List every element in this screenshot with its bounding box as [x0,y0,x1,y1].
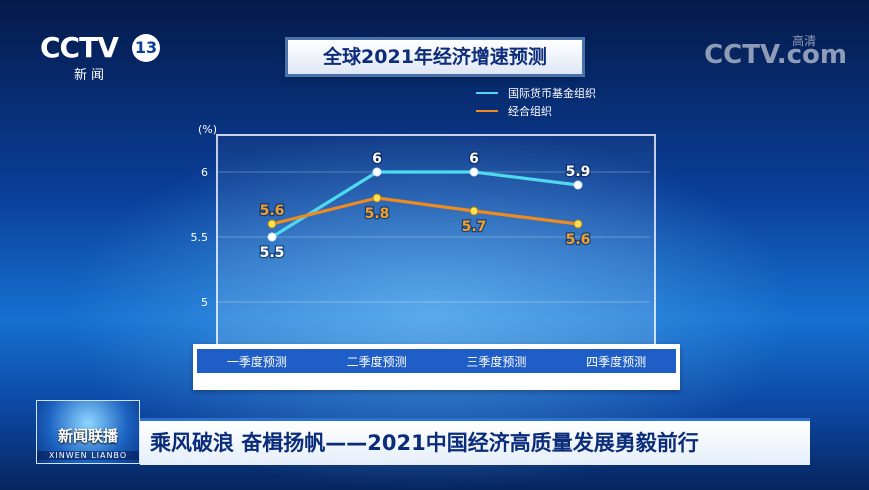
data-label: 5.7 [462,219,487,235]
data-label: 5.9 [566,164,591,180]
legend-label: 国际货币基金组织 [508,87,596,100]
chart-legend: 国际货币基金组织 经合组织 [476,84,596,120]
series-line-0 [271,170,579,239]
x-tick-label: 一季度预测 [226,354,287,369]
legend-swatch [476,92,498,94]
hd-badge: 高清 [792,34,817,48]
data-point [372,167,382,177]
logo-number: 13 [132,34,160,62]
legend-item-imf: 国际货币基金组织 [476,84,596,102]
data-label: 6 [469,151,479,167]
program-name: 新闻联播 [57,427,118,445]
logo-subtitle: 新闻 [74,68,109,83]
x-axis-band: 一季度预测 二季度预测 三季度预测 四季度预测 [193,344,680,390]
data-point [573,219,583,229]
logo-brand: CCTV [40,31,119,64]
data-label: 6 [372,151,382,167]
news-program-logo: 新闻联播 XINWEN LIANBO [36,400,140,464]
x-tick-label: 四季度预测 [586,354,647,369]
x-tick-label: 三季度预测 [466,354,527,369]
cctv13-logo: CCTV 13 新闻 [40,34,160,84]
chart-panel [216,134,656,346]
headline-text: 乘风破浪 奋楫扬帆——2021中国经济高质量发展勇毅前行 [150,431,699,455]
data-point [573,180,583,190]
legend-item-oecd: 经合组织 [476,102,596,120]
watermark-text: CCTV.com [704,40,847,70]
program-pinyin: XINWEN LIANBO [37,451,139,460]
y-tick-label: 6 [201,166,208,179]
data-point [267,219,277,229]
data-point [469,206,479,216]
x-axis-labels: 一季度预测 二季度预测 三季度预测 四季度预测 [197,349,676,373]
data-label: 5.6 [260,203,285,219]
data-label: 5.5 [260,245,285,261]
y-tick-label: 5 [201,296,208,309]
legend-swatch [476,110,498,112]
cctv-com-watermark: CCTV.com 高清 [704,34,847,70]
data-point [469,167,479,177]
y-axis-unit: (%) [198,123,217,136]
data-label: 5.8 [365,206,390,222]
data-point [372,193,382,203]
data-label: 5.6 [566,232,591,248]
legend-label: 经合组织 [508,105,552,118]
y-tick-label: 5.5 [191,231,209,244]
chart-title: 全球2021年经济增速预测 [288,40,582,74]
data-point [267,232,277,242]
x-tick-label: 二季度预测 [346,354,407,369]
series-line-1 [271,196,579,226]
headline-bar: 乘风破浪 奋楫扬帆——2021中国经济高质量发展勇毅前行 [140,418,810,465]
